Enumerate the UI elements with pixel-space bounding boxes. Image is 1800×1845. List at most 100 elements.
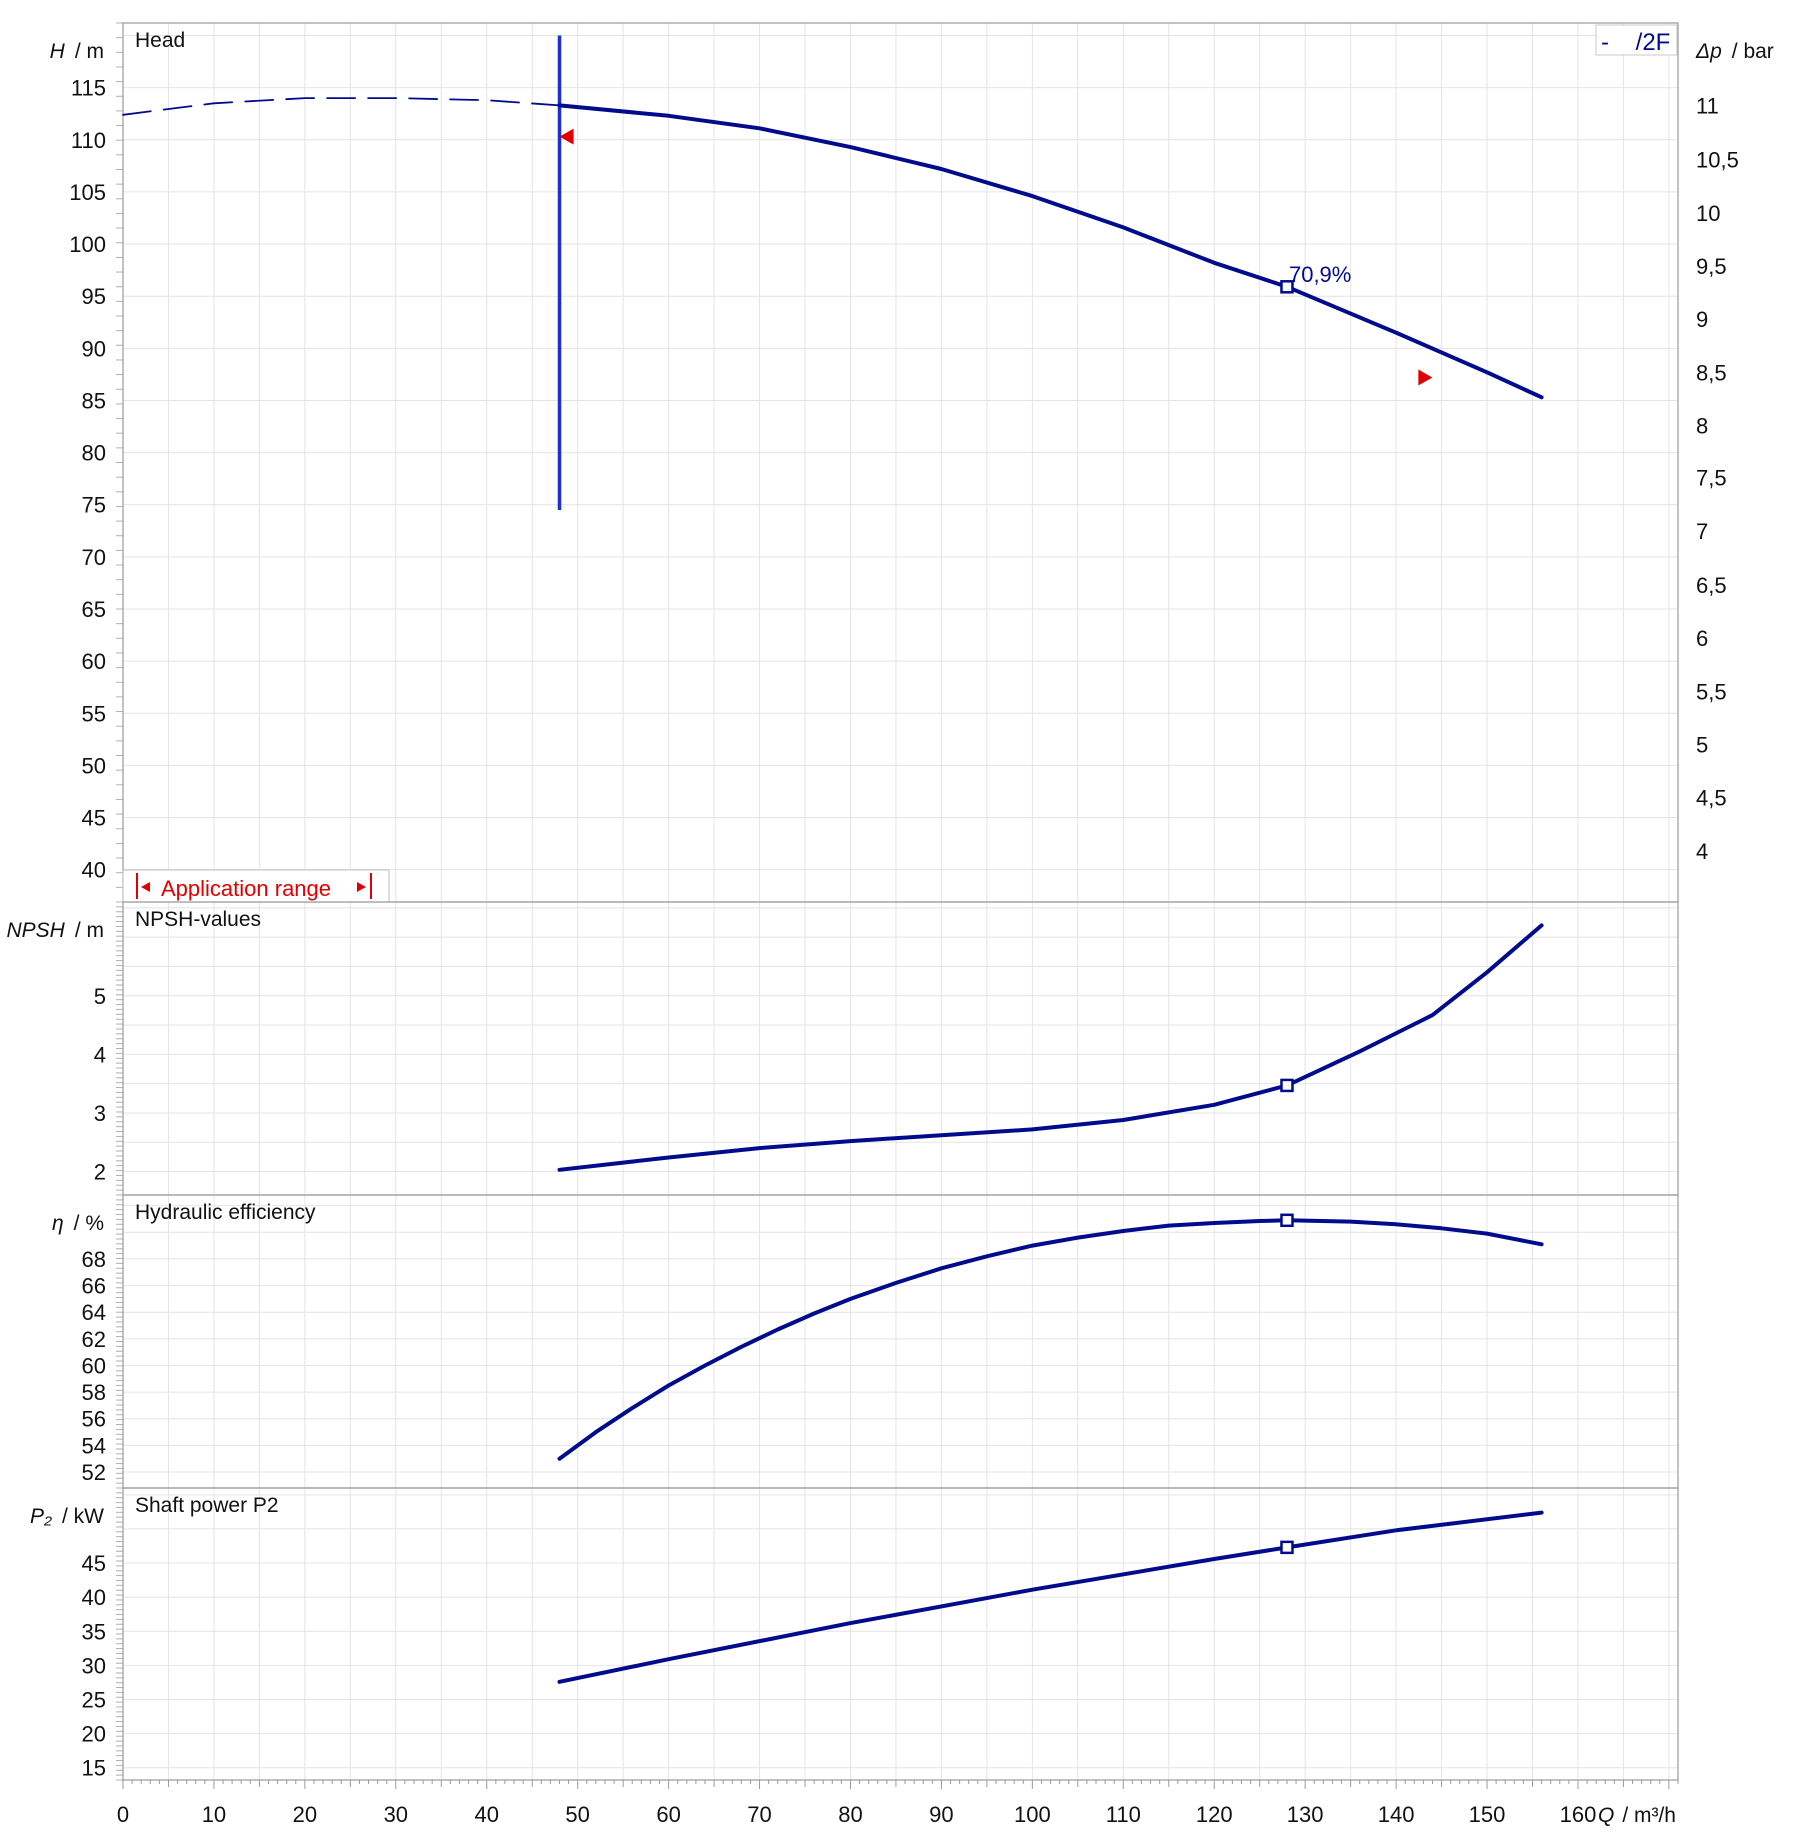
x-tick-label: 0 bbox=[117, 1802, 129, 1827]
x-axis-unit: / m³/h bbox=[1622, 1804, 1676, 1827]
right-axis-unit: / bar bbox=[1732, 40, 1774, 63]
y-tick-label: 66 bbox=[82, 1274, 106, 1299]
y-tick-label: 62 bbox=[82, 1327, 106, 1352]
x-tick-label: 140 bbox=[1378, 1802, 1415, 1827]
y-axis-unit: / kW bbox=[62, 1505, 104, 1528]
y-tick-label: 30 bbox=[82, 1653, 106, 1678]
panel-frame bbox=[122, 22, 1679, 903]
legend: - /2F bbox=[1595, 24, 1678, 56]
right-tick-label: 8,5 bbox=[1696, 360, 1727, 385]
y-axis-label: P₂ / kW bbox=[30, 1505, 104, 1528]
curve-extrapolated bbox=[122, 97, 561, 116]
x-tick-label: 130 bbox=[1287, 1802, 1324, 1827]
x-axis-symbol: Q bbox=[1598, 1804, 1614, 1827]
y-tick-label: 3 bbox=[94, 1101, 106, 1126]
y-tick-label: 5 bbox=[94, 984, 106, 1009]
application-range-box: Application range bbox=[122, 869, 390, 903]
legend-frame bbox=[1595, 24, 1678, 56]
y-ruler bbox=[116, 901, 123, 1196]
y-tick-label: 4 bbox=[94, 1042, 106, 1067]
y-tick-label: 60 bbox=[82, 649, 106, 674]
y-tick-label: 115 bbox=[71, 76, 106, 101]
curve-power bbox=[557, 1510, 1544, 1684]
y-tick-label: 60 bbox=[82, 1353, 106, 1378]
y-tick-label: 35 bbox=[82, 1619, 106, 1644]
panel-frame bbox=[122, 1487, 1679, 1781]
x-tick-label: 90 bbox=[929, 1802, 953, 1827]
right-tick-label: 5,5 bbox=[1696, 679, 1727, 704]
x-tick-label: 160 bbox=[1560, 1802, 1597, 1827]
y-tick-label: 55 bbox=[82, 701, 106, 726]
y-tick-label: 64 bbox=[82, 1300, 106, 1325]
panel-power: 15 20 25 30 35 40 45 P₂ / kW Shaft power P2 bbox=[30, 1487, 1679, 1781]
right-tick-label: 10,5 bbox=[1696, 148, 1739, 173]
panel-title: Head bbox=[135, 29, 185, 52]
duty-point-marker bbox=[1280, 280, 1294, 294]
y-axis-unit: / m bbox=[75, 919, 104, 942]
legend-entry: - /2F bbox=[1601, 29, 1670, 56]
y-axis-symbol: η bbox=[52, 1212, 64, 1235]
y-axis-symbol: P₂ bbox=[30, 1505, 52, 1528]
y-tick-label: 75 bbox=[82, 493, 106, 518]
y-tick-label: 70 bbox=[82, 545, 106, 570]
right-tick-label: 7 bbox=[1696, 519, 1708, 544]
y-ruler bbox=[116, 1487, 123, 1781]
y-tick-label: 68 bbox=[82, 1247, 106, 1272]
right-tick-label: 4 bbox=[1696, 839, 1708, 864]
right-tick-label: 7,5 bbox=[1696, 466, 1727, 491]
x-tick-label: 30 bbox=[384, 1802, 408, 1827]
y-ruler bbox=[116, 22, 123, 903]
y-tick-label: 40 bbox=[82, 1585, 106, 1610]
x-tick-label: 150 bbox=[1469, 1802, 1506, 1827]
gridlines bbox=[123, 1195, 1678, 1488]
y-axis-label: NPSH / m bbox=[6, 919, 104, 942]
y-tick-label: 100 bbox=[69, 232, 106, 257]
application-range-frame bbox=[122, 869, 390, 903]
x-tick-label: 60 bbox=[656, 1802, 680, 1827]
y-tick-label: 20 bbox=[82, 1722, 106, 1747]
y-tick-label: 52 bbox=[82, 1460, 106, 1485]
right-tick-label: 9,5 bbox=[1696, 254, 1727, 279]
range-arrow-left bbox=[141, 882, 150, 892]
curve-head bbox=[557, 103, 1544, 400]
x-tick-label: 110 bbox=[1106, 1802, 1141, 1827]
right-tick-label: 4,5 bbox=[1696, 786, 1727, 811]
duty-point-label: 70,9% bbox=[1289, 262, 1351, 287]
right-tick-label: 11 bbox=[1696, 93, 1719, 118]
panel-npsh: 2 3 4 5 NPSH / m NPSH-values bbox=[6, 901, 1679, 1196]
right-axis-symbol: Δp bbox=[1695, 40, 1722, 63]
y-tick-label: 105 bbox=[69, 180, 106, 205]
duty-point-marker bbox=[1280, 1540, 1294, 1555]
y-tick-label: 15 bbox=[82, 1756, 106, 1781]
panel-frame bbox=[122, 901, 1679, 1196]
right-tick-label: 10 bbox=[1696, 201, 1720, 226]
x-tick-label: 10 bbox=[202, 1802, 226, 1827]
range-marker-left bbox=[559, 128, 574, 145]
y-axis-unit: / m bbox=[75, 40, 104, 63]
y-ruler bbox=[116, 1194, 123, 1489]
x-tick-label: 40 bbox=[475, 1802, 499, 1827]
application-range-label: Application range bbox=[161, 876, 331, 901]
y-tick-label: 54 bbox=[82, 1433, 106, 1458]
right-tick-label: 6,5 bbox=[1696, 573, 1727, 598]
y-tick-label: 90 bbox=[82, 336, 106, 361]
right-tick-label: 5 bbox=[1696, 733, 1708, 758]
y-tick-label: 45 bbox=[82, 806, 106, 831]
y-tick-label: 65 bbox=[82, 597, 106, 622]
right-axis-label: Δp / bar bbox=[1695, 40, 1774, 63]
y-axis-label: H / m bbox=[50, 40, 104, 63]
y-axis-unit: / % bbox=[74, 1212, 104, 1235]
x-tick-label: 80 bbox=[838, 1802, 862, 1827]
panel-title: NPSH-values bbox=[135, 908, 261, 931]
x-tick-label: 50 bbox=[565, 1802, 589, 1827]
range-marker-right bbox=[1418, 369, 1433, 386]
gridlines bbox=[123, 23, 1678, 902]
panel-frame bbox=[122, 1194, 1679, 1489]
y-tick-label: 95 bbox=[82, 284, 106, 309]
right-tick-label: 9 bbox=[1696, 307, 1708, 332]
duty-point-marker bbox=[1280, 1213, 1294, 1228]
x-axis-label: Q / m³/h bbox=[1598, 1804, 1676, 1827]
y-tick-label: 56 bbox=[82, 1407, 106, 1432]
y-tick-label: 80 bbox=[82, 441, 106, 466]
